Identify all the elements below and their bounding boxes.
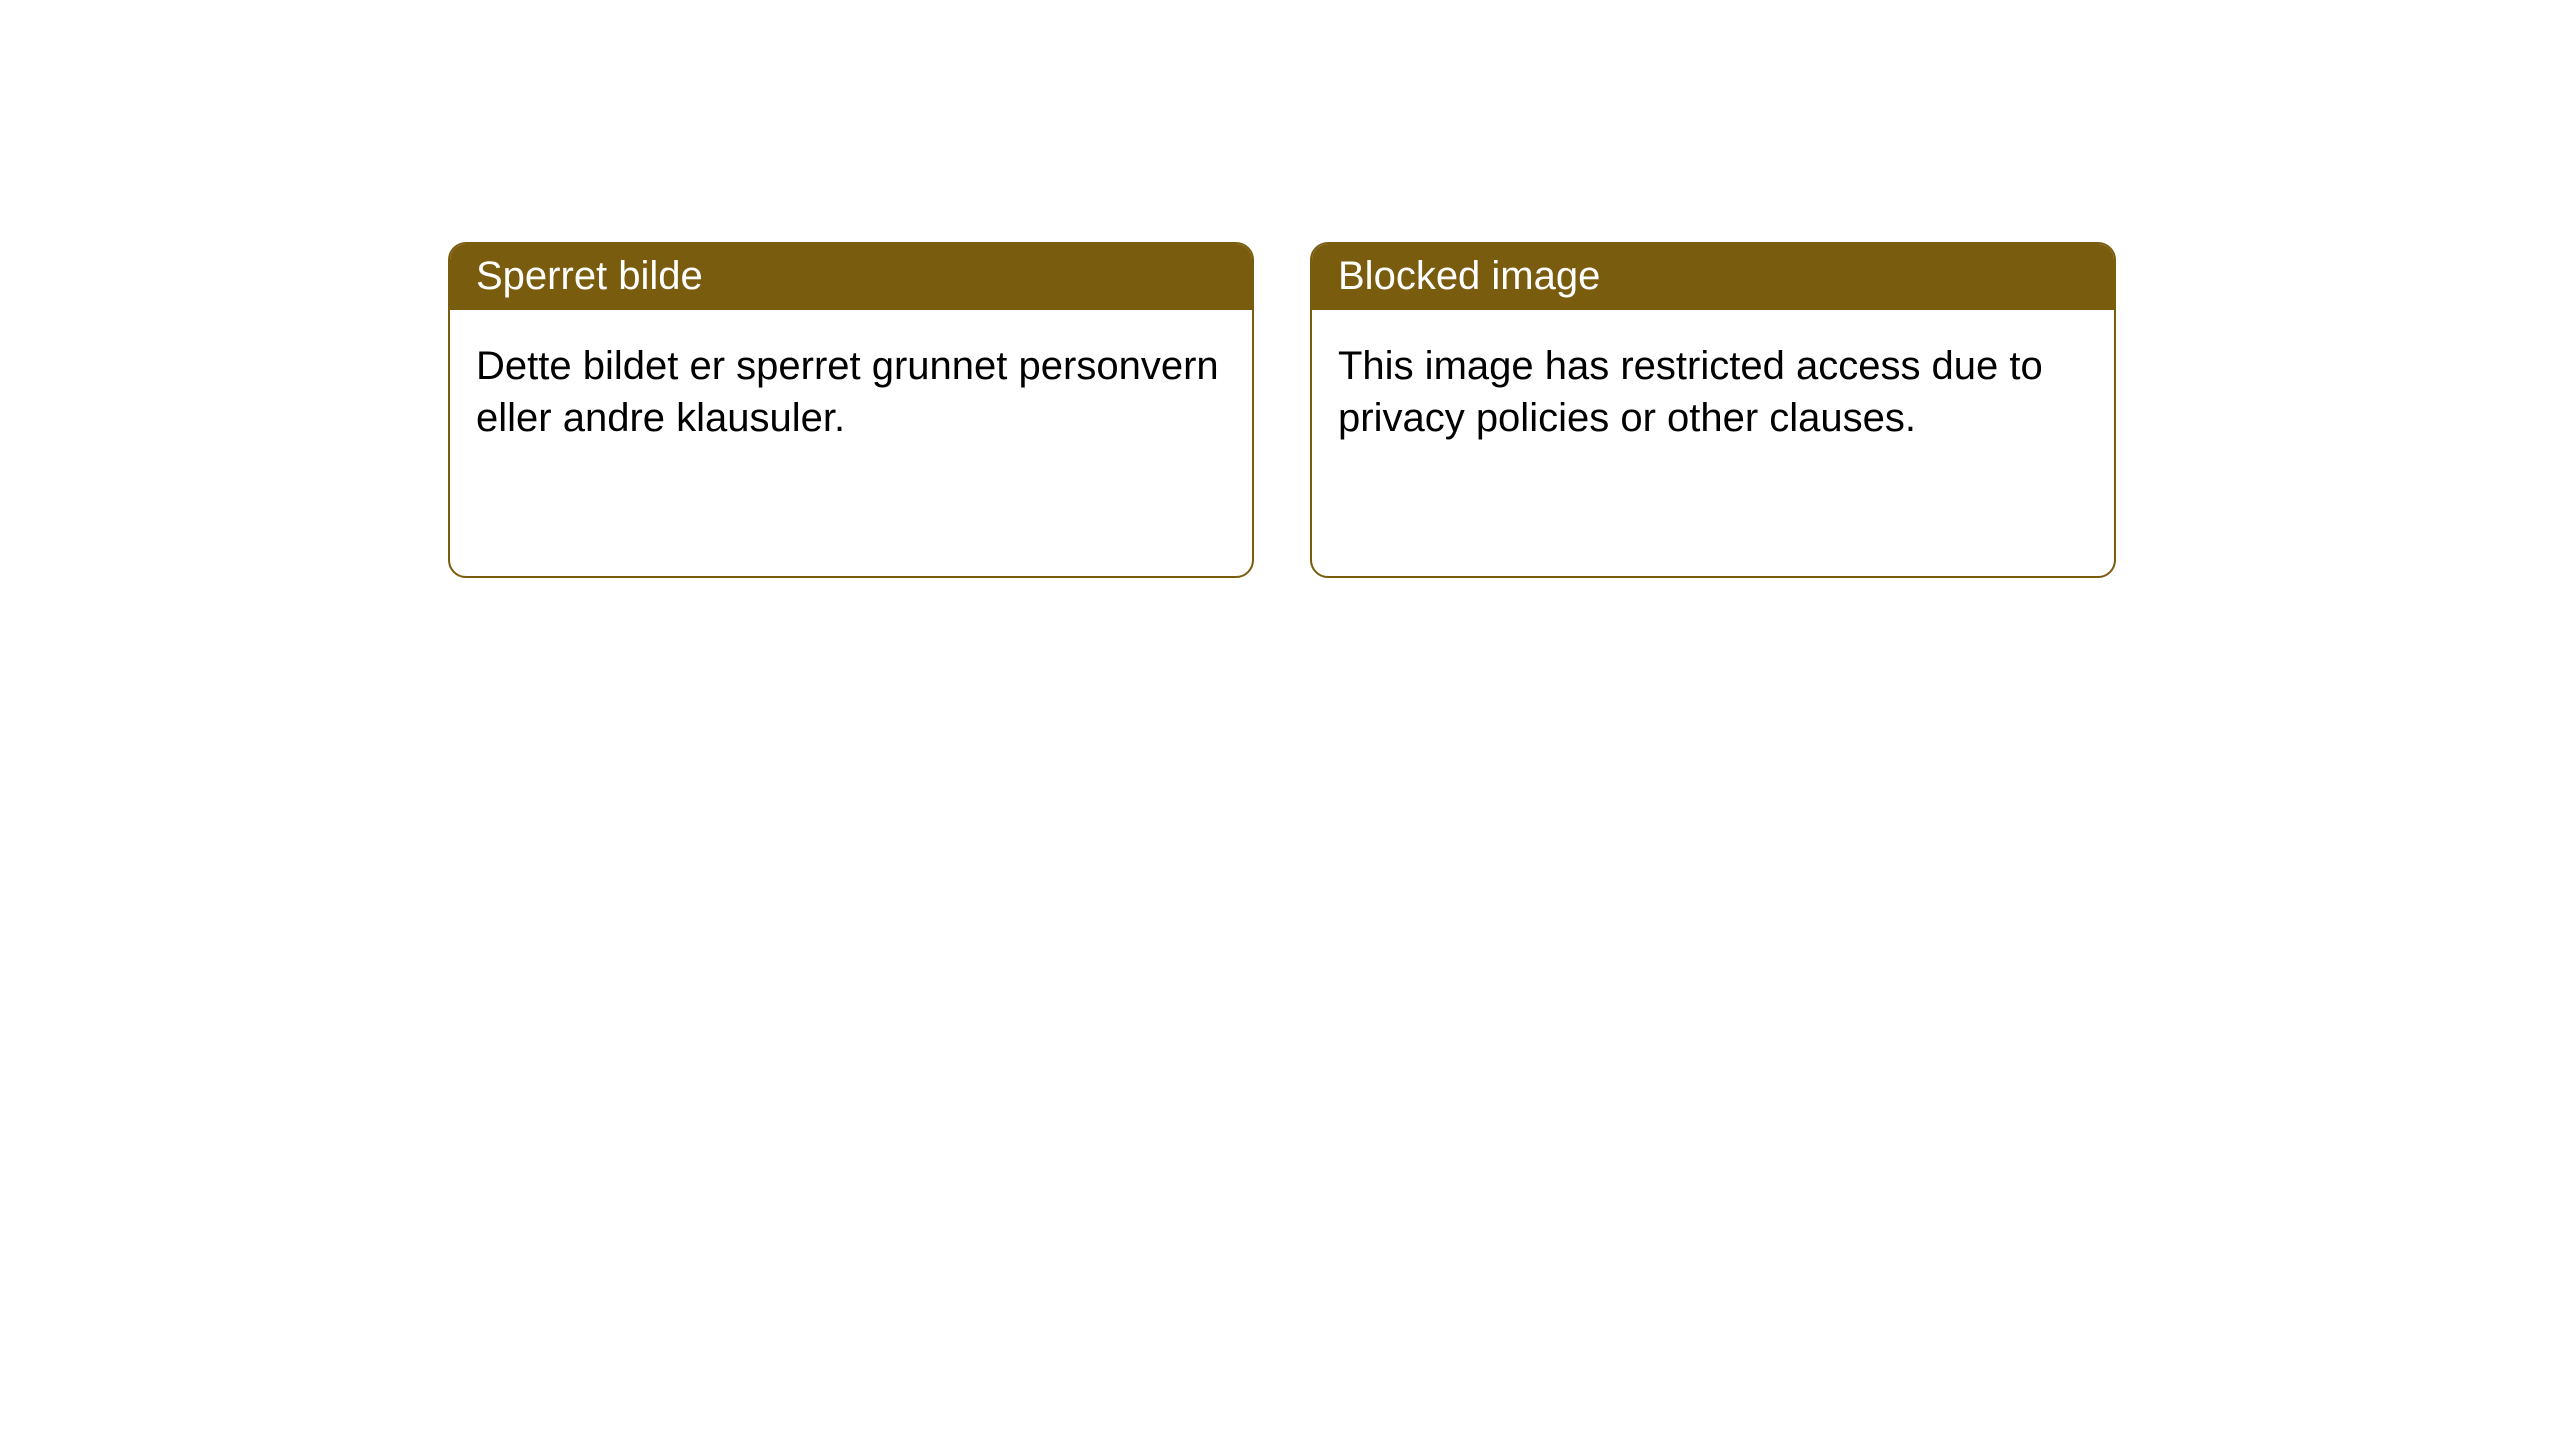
notice-container: Sperret bilde Dette bildet er sperret gr… [0,0,2560,578]
notice-title: Sperret bilde [450,244,1252,310]
notice-body: Dette bildet er sperret grunnet personve… [450,310,1252,474]
notice-card-english: Blocked image This image has restricted … [1310,242,2116,578]
notice-title: Blocked image [1312,244,2114,310]
notice-body: This image has restricted access due to … [1312,310,2114,474]
notice-card-norwegian: Sperret bilde Dette bildet er sperret gr… [448,242,1254,578]
